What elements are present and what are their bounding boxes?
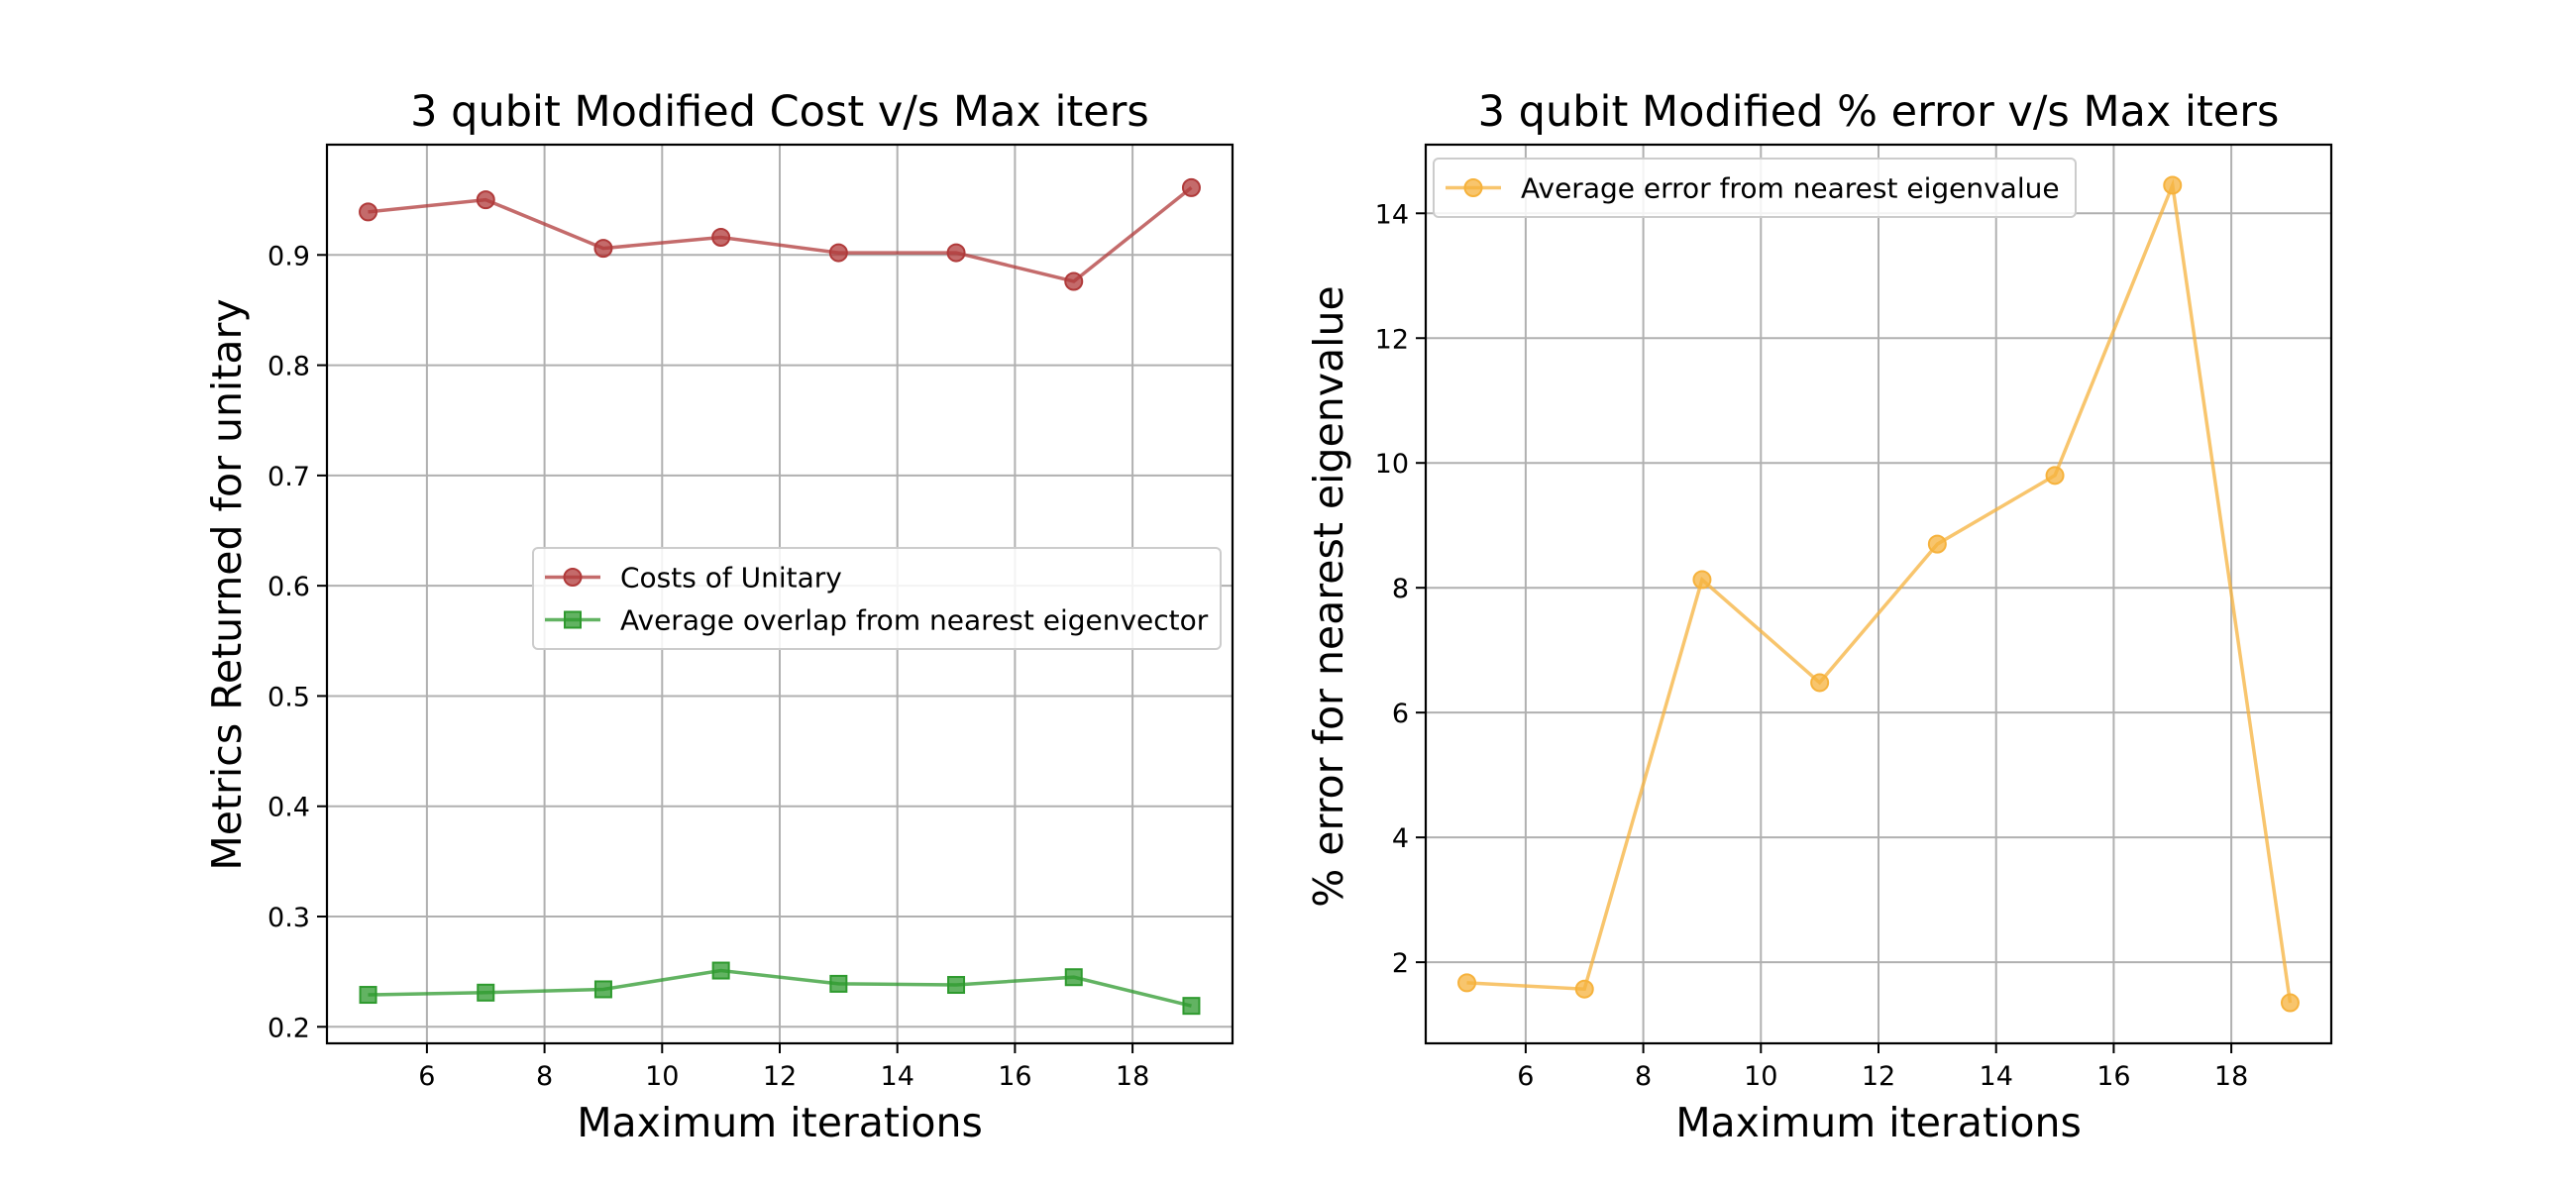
y-tick-label: 2 (1392, 948, 1409, 979)
y-tick-label: 6 (1392, 699, 1409, 729)
x-tick-label: 8 (1635, 1061, 1652, 1092)
chart-right: 3 qubit Modified % error v/s Max iters M… (1305, 87, 2333, 1146)
data-point (946, 243, 966, 263)
legend-label: Costs of Unitary (620, 562, 842, 594)
legend-marker (564, 610, 582, 629)
data-point (1064, 968, 1083, 987)
data-point (1182, 997, 1201, 1016)
series-line (368, 186, 1193, 283)
data-point (1692, 570, 1712, 590)
data-point (1457, 973, 1477, 993)
x-tick-label: 10 (645, 1061, 679, 1092)
x-tick-label: 10 (1744, 1061, 1777, 1092)
y-tick-label: 10 (1375, 449, 1409, 480)
y-tick-label: 0.7 (268, 462, 310, 492)
x-tick-label: 16 (998, 1061, 1031, 1092)
plot-frame (1424, 143, 2333, 1045)
data-point (2045, 466, 2065, 486)
y-tick-label: 0.3 (268, 903, 310, 933)
chart-title: 3 qubit Modified % error v/s Max iters (1478, 87, 2280, 137)
data-point (593, 980, 612, 999)
data-point (593, 239, 613, 259)
data-point (829, 974, 848, 993)
y-tick-label: 4 (1392, 823, 1409, 854)
x-tick-label: 14 (881, 1061, 914, 1092)
legend-box (1433, 158, 2077, 218)
data-point (359, 202, 378, 222)
legend-label: Average error from nearest eigenvalue (1521, 172, 2060, 205)
x-tick-label: 6 (418, 1061, 435, 1092)
chart-left: 3 qubit Modified Cost v/s Max iters Maxi… (203, 87, 1234, 1146)
data-point (1064, 271, 1084, 291)
x-tick-label: 14 (1980, 1061, 2013, 1092)
legend-marker (1463, 178, 1483, 197)
legend-marker (563, 568, 583, 587)
x-tick-label: 8 (536, 1061, 553, 1092)
x-tick-label: 12 (763, 1061, 797, 1092)
y-tick-label: 12 (1375, 324, 1409, 355)
legend-box (532, 547, 1222, 650)
data-point (1181, 177, 1201, 197)
data-point (1574, 979, 1594, 999)
data-point (828, 243, 848, 263)
y-axis-label: % error for nearest eigenvalue (1305, 285, 1352, 908)
legend: Average error from nearest eigenvalue (1433, 158, 2077, 218)
data-point (711, 961, 730, 980)
x-axis-label: Maximum iterations (577, 1099, 983, 1146)
data-point (711, 227, 731, 247)
y-tick-label: 14 (1375, 199, 1409, 230)
data-point (477, 983, 495, 1002)
y-tick-label: 0.9 (268, 241, 310, 271)
legend: Costs of Unitary Average overlap from nea… (532, 547, 1222, 650)
data-point (1927, 534, 1947, 554)
y-tick-label: 0.4 (268, 793, 310, 823)
series-line (368, 968, 1192, 1008)
y-axis-label: Metrics Returned for unitary (203, 298, 251, 870)
plot-frame (325, 143, 1234, 1045)
y-tick-label: 8 (1392, 574, 1409, 604)
data-point (476, 190, 495, 210)
x-tick-label: 18 (2214, 1061, 2248, 1092)
x-tick-label: 18 (1116, 1061, 1149, 1092)
x-tick-label: 16 (2096, 1061, 2130, 1092)
x-axis-label: Maximum iterations (1675, 1099, 2082, 1146)
data-point (947, 976, 966, 995)
x-tick-label: 6 (1517, 1061, 1534, 1092)
data-point (2163, 175, 2183, 195)
y-tick-label: 0.2 (268, 1013, 310, 1043)
series-line (1466, 178, 2293, 1004)
data-point (359, 986, 377, 1005)
legend-label: Average overlap from nearest eigenvector (620, 604, 1209, 637)
y-tick-label: 0.6 (268, 572, 310, 602)
chart-title: 3 qubit Modified Cost v/s Max iters (410, 87, 1149, 137)
data-point (1810, 673, 1830, 693)
y-tick-label: 0.5 (268, 682, 310, 712)
x-tick-label: 12 (1862, 1061, 1895, 1092)
y-tick-label: 0.8 (268, 352, 310, 382)
data-point (2280, 993, 2300, 1013)
